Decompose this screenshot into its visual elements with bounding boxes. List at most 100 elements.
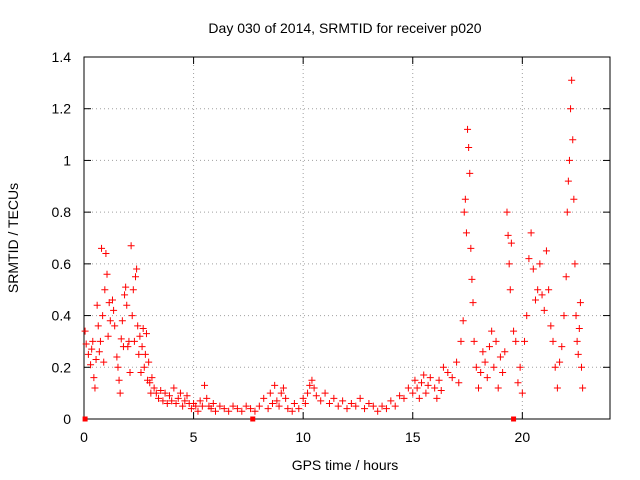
data-point (194, 407, 202, 415)
data-point (271, 381, 279, 389)
data-point (181, 397, 189, 405)
data-point (457, 337, 465, 345)
data-point (110, 306, 118, 314)
data-point (108, 296, 116, 304)
gap-marker (250, 416, 256, 422)
data-point (459, 317, 467, 325)
data-point (490, 363, 498, 371)
data-point (574, 350, 582, 358)
data-point (90, 374, 98, 382)
data-point (317, 397, 325, 405)
data-point (551, 363, 559, 371)
data-point (198, 402, 206, 410)
data-point (475, 384, 482, 392)
data-point (157, 387, 165, 395)
data-point (330, 394, 338, 402)
data-point (304, 389, 312, 397)
data-point (527, 229, 535, 237)
data-point (168, 397, 176, 405)
data-point (161, 389, 169, 397)
data-point (499, 368, 507, 376)
data-point (255, 402, 263, 410)
data-point (133, 265, 141, 273)
data-point (424, 381, 432, 389)
data-point (579, 384, 587, 392)
data-point (415, 394, 423, 402)
data-point (130, 337, 138, 345)
data-point (422, 389, 430, 397)
data-point (301, 399, 309, 407)
gap-marker (82, 416, 88, 422)
grid (84, 57, 610, 419)
data-point (547, 322, 555, 330)
data-point (325, 399, 333, 407)
data-point (531, 296, 539, 304)
data-point (137, 368, 145, 376)
y-tick-label: 0.4 (52, 308, 72, 324)
data-points (81, 76, 587, 422)
data-point (542, 247, 550, 255)
data-point (123, 301, 131, 309)
data-point (504, 231, 512, 239)
data-point (99, 312, 107, 320)
data-point (179, 402, 187, 410)
data-point (152, 389, 160, 397)
data-point (275, 402, 283, 410)
data-point (572, 312, 580, 320)
data-point (100, 358, 108, 366)
data-point (264, 405, 272, 413)
data-point (483, 374, 491, 382)
data-point (216, 402, 224, 410)
data-point (356, 394, 364, 402)
data-point (207, 405, 215, 413)
data-point (467, 244, 475, 252)
data-point (448, 374, 456, 382)
data-point (470, 337, 478, 345)
data-point (510, 327, 518, 335)
data-point (496, 353, 504, 361)
data-point (464, 125, 472, 133)
data-point (466, 169, 474, 177)
x-tick-label: 15 (405, 429, 421, 445)
data-point (114, 363, 122, 371)
data-point (111, 322, 119, 330)
data-point (374, 407, 382, 415)
data-point (150, 384, 158, 392)
data-point (282, 394, 290, 402)
x-tick-label: 0 (80, 429, 88, 445)
data-point (174, 394, 182, 402)
data-point (126, 368, 134, 376)
data-point (343, 405, 351, 413)
data-point (146, 379, 154, 387)
data-point (101, 286, 109, 294)
data-point (124, 343, 132, 351)
data-point (233, 405, 241, 413)
data-point (84, 350, 92, 358)
data-point (106, 317, 114, 325)
data-point (220, 405, 228, 413)
data-point (404, 384, 412, 392)
data-point (183, 392, 191, 400)
data-point (260, 394, 268, 402)
data-point (534, 286, 542, 294)
data-point (82, 340, 90, 348)
data-point (209, 399, 217, 407)
data-point (391, 402, 399, 410)
data-point (505, 260, 513, 268)
data-point (540, 306, 548, 314)
data-point (575, 325, 583, 332)
data-point (140, 363, 148, 371)
data-point (435, 376, 443, 384)
data-point (501, 348, 509, 356)
data-point (187, 405, 195, 413)
data-point (578, 363, 586, 371)
data-point (212, 407, 219, 415)
data-point (529, 265, 537, 273)
data-point (277, 389, 285, 397)
data-point (117, 335, 125, 343)
y-tick-label: 0.2 (52, 359, 72, 375)
data-point (103, 270, 111, 278)
data-point (568, 76, 576, 84)
data-point (201, 381, 209, 389)
data-point (365, 399, 373, 407)
